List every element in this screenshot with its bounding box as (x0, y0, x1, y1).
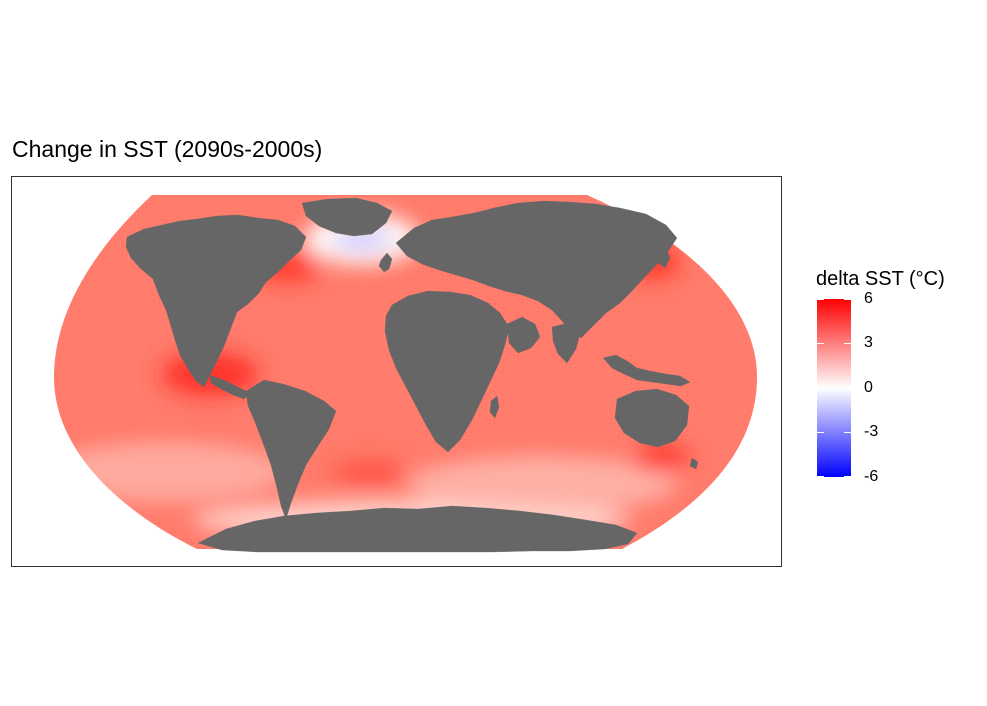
legend-tick-label: -3 (864, 423, 879, 440)
land-layer (125, 197, 699, 553)
legend-tick-label: 3 (864, 334, 873, 351)
central-america (209, 374, 251, 400)
legend-tick-label: 0 (864, 379, 873, 396)
southeast-asia-islands (602, 354, 691, 387)
australia (614, 388, 690, 448)
south-atlantic-warm-patch (331, 459, 407, 487)
japan (653, 243, 671, 269)
north-america (125, 214, 307, 388)
southern-indian-band (407, 456, 677, 512)
africa (384, 290, 510, 453)
antarctica (197, 505, 638, 553)
southern-pacific-band (54, 442, 287, 502)
new-zealand (689, 457, 699, 470)
legend-tick-label: -6 (864, 468, 879, 485)
plot-title: Change in SST (2090s-2000s) (12, 136, 323, 162)
madagascar (489, 395, 500, 419)
south-america (245, 379, 337, 520)
legend: delta SST (°C) 6 3 0 -3 -6 (816, 265, 976, 495)
map-panel (11, 176, 782, 567)
north-atlantic-blue-core (332, 230, 392, 250)
legend-title: delta SST (°C) (816, 268, 945, 290)
legend-tick-label: 6 (864, 290, 873, 307)
arabian-peninsula (506, 316, 541, 354)
world-map (54, 195, 757, 553)
india (551, 322, 581, 364)
uk-ireland (378, 252, 393, 273)
tasman-hotspot (632, 445, 688, 473)
greenland (301, 197, 393, 237)
colorbar (817, 299, 851, 477)
europe-asia (395, 200, 678, 339)
